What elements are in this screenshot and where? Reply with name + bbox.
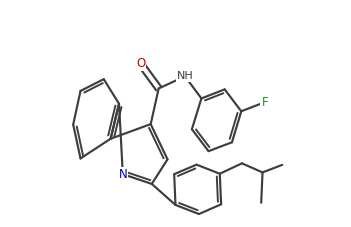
Text: F: F <box>261 96 268 109</box>
Text: NH: NH <box>177 71 193 81</box>
Text: N: N <box>118 168 127 181</box>
Text: O: O <box>136 57 145 70</box>
